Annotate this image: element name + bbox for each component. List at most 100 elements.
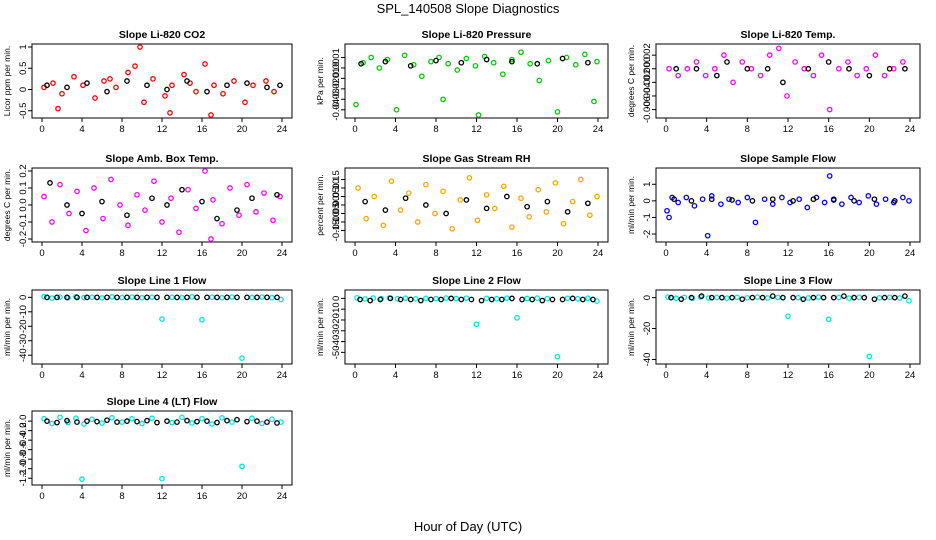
panel-slope-amb-box-temp-data-point	[236, 212, 242, 219]
panel-slope-li-820-co2-data-point	[244, 80, 250, 86]
panel-slope-amb-box-temp-data-point	[83, 227, 89, 234]
panel-slope-li-820-co2-data-point	[64, 84, 70, 91]
panel-slope-line-3-flow-x-tick-label: 20	[864, 370, 875, 381]
panel-slope-gas-stream-rh-data-point	[355, 185, 361, 191]
panel-slope-line-4-lt-flow-data-point	[244, 418, 250, 425]
panel-slope-line-2-flow-data-point	[377, 296, 384, 303]
panel-slope-amb-box-temp-x-tick-label: 4	[79, 248, 84, 259]
panel-slope-li-820-temp-data-point	[721, 52, 727, 59]
panel-slope-line-1-flow-data-point	[129, 294, 135, 300]
panel-slope-li-820-pressure-y-tick-label: -0.04	[331, 99, 342, 121]
panel-slope-li-820-temp-data-point	[854, 72, 860, 79]
panel-slope-sample-flow-data-point	[769, 201, 776, 208]
panel-slope-line-3-flow-x-tick-label: 4	[704, 370, 709, 381]
panel-slope-sample-flow-data-point	[671, 196, 677, 203]
panel-slope-line-3-flow-y-tick-label: -20	[642, 322, 653, 336]
panel-slope-gas-stream-rh-data-point	[491, 205, 498, 212]
panel-slope-li-820-pressure-data-point	[554, 109, 561, 115]
panel-slope-li-820-temp-y-tick-label: 0.002	[642, 43, 653, 67]
panel-slope-line-1-flow-y-tick-label: -20	[18, 319, 29, 333]
panel-slope-line-4-lt-flow-data-point	[159, 475, 165, 482]
panel-slope-line-4-lt-flow-data-point	[184, 417, 190, 424]
panel-slope-line-4-lt-flow-data-point	[134, 418, 140, 425]
panel-slope-amb-box-temp-data-point	[202, 168, 208, 174]
panel-slope-sample-flow-data-point	[688, 198, 695, 204]
panel-slope-li-820-pressure-data-point	[454, 67, 461, 73]
panel-slope-sample-flow-data-point	[906, 198, 912, 204]
panel-slope-li-820-temp-data-point	[673, 65, 680, 72]
panel-slope-sample-flow-data-point	[704, 232, 711, 239]
panel-slope-li-820-co2-data-point	[150, 76, 156, 82]
panel-slope-li-820-pressure-series-0	[353, 49, 600, 118]
panel-slope-line-3-flow-y-axis-label: ml/min per min.	[626, 298, 636, 356]
panel-slope-line-1-flow-data-point	[254, 294, 260, 301]
panel-slope-sample-flow-data-point	[683, 194, 690, 201]
panel-slope-amb-box-temp-data-point	[185, 186, 191, 193]
panel-slope-line-3-flow-data-point	[881, 294, 888, 301]
panel-slope-li-820-co2-data-point	[242, 99, 248, 106]
panel-slope-amb-box-temp-data-point	[49, 219, 55, 225]
panel-slope-line-1-flow-data-point	[54, 294, 60, 301]
panel-slope-line-3-flow-data-point	[774, 294, 781, 301]
panel-slope-gas-stream-rh-x-tick-label: 4	[393, 248, 398, 259]
panel-slope-li-820-pressure-x-tick-label: 20	[552, 124, 563, 135]
panel-slope-li-820-co2-data-point	[220, 90, 226, 97]
panel-slope-li-820-co2-x-tick-label: 24	[277, 124, 288, 135]
panel-slope-li-820-co2-y-tick-label: 0.5	[18, 62, 29, 75]
panel-slope-amb-box-temp-y-tick-label: 0.0	[18, 198, 29, 211]
panel-slope-gas-stream-rh-data-point	[483, 205, 490, 212]
panel-slope-line-2-flow: Slope Line 2 Flow 0 4 8 12 16 20 24 -50-40-30-20…	[315, 275, 609, 381]
panel-slope-amb-box-temp-data-point	[199, 198, 205, 205]
panel-slope-line-3-flow-y-tick-label: 0	[642, 295, 653, 300]
panel-slope-li-820-pressure-data-point	[358, 60, 364, 67]
panel-slope-line-1-flow-data-point	[164, 294, 170, 301]
panel-slope-amb-box-temp-y-tick-label: -0.1	[18, 214, 29, 230]
panel-slope-amb-box-temp-data-point	[108, 176, 114, 183]
panel-slope-line-4-lt-flow-y-tick-label: -0.4	[18, 432, 29, 448]
panel-slope-li-820-temp-data-point	[744, 65, 751, 72]
panel-slope-gas-stream-rh-y-tick-label: -0.05	[331, 203, 342, 225]
panel-slope-amb-box-temp-data-point	[47, 180, 53, 186]
panel-slope-line-2-flow-y-tick-label: -40	[331, 335, 342, 349]
panel-slope-line-3-flow-data-point	[846, 295, 852, 301]
panel-slope-li-820-pressure-data-point	[534, 60, 541, 67]
panel-slope-li-820-temp-data-point	[666, 65, 672, 72]
panel-slope-amb-box-temp-data-point	[117, 202, 123, 208]
panel-slope-li-820-temp-y-tick-label: -0.002	[642, 69, 653, 96]
panel-slope-line-3-flow-data-point	[705, 295, 712, 301]
panel-slope-amb-box-temp-data-point	[227, 185, 233, 191]
panel-slope-sample-flow-data-point	[708, 196, 715, 203]
panel-slope-amb-box-temp-x-tick-label: 8	[119, 248, 124, 259]
panel-slope-gas-stream-rh-title: Slope Gas Stream RH	[423, 153, 531, 165]
panel-slope-line-1-flow-title: Slope Line 1 Flow	[118, 275, 208, 287]
panel-slope-line-2-flow-x-tick-label: 4	[393, 370, 398, 381]
panel-slope-line-4-lt-flow-data-point	[269, 416, 275, 423]
panel-slope-sample-flow-x-tick-label: 16	[823, 248, 834, 259]
panel-slope-line-4-lt-flow-data-point	[234, 416, 240, 423]
panel-slope-li-820-co2-data-point	[141, 99, 147, 106]
panel-slope-line-4-lt-flow-data-point	[79, 476, 85, 482]
panel-slope-li-820-co2-data-point	[104, 88, 110, 95]
panel-slope-li-820-temp-data-point	[825, 59, 832, 65]
panel-slope-sample-flow: Slope Sample Flow 0 4 8 12 16 20 24 -2 -1 0 1 ml/min…	[626, 153, 921, 259]
panel-slope-amb-box-temp-data-point	[99, 198, 105, 205]
panel-slope-line-3-flow: Slope Line 3 Flow 0 4 8 12 16 20 24 -40 -20 0 ml/mi…	[626, 275, 921, 381]
panel-slope-line-1-flow-x-tick-label: 24	[277, 370, 288, 381]
panel-slope-line-3-flow-data-point	[820, 294, 827, 301]
panel-slope-line-3-flow-data-point	[906, 297, 912, 304]
panel-slope-line-2-flow-data-point	[514, 314, 520, 321]
panel-slope-line-3-flow-data-point	[876, 294, 883, 301]
panel-slope-line-2-flow-data-point	[509, 295, 515, 302]
panel-slope-line-2-flow-data-point	[590, 296, 596, 303]
panel-slope-line-1-flow-data-point	[274, 294, 280, 301]
panel-slope-gas-stream-rh-data-point	[388, 178, 395, 185]
panel-slope-li-820-pressure-data-point	[545, 57, 552, 64]
panel-slope-line-4-lt-flow-data-point	[89, 416, 95, 423]
panel-slope-line-4-lt-flow-data-point	[209, 421, 215, 427]
panel-slope-li-820-co2-data-point	[50, 80, 56, 86]
panel-slope-line-1-flow-data-point	[189, 294, 195, 300]
panel-slope-line-2-flow-data-point	[433, 295, 439, 302]
panel-slope-sample-flow-x-tick-label: 4	[704, 248, 709, 259]
panel-slope-li-820-co2-y-axis-label: Licor ppm per min.	[2, 46, 12, 116]
panel-slope-line-4-lt-flow-data-point	[214, 419, 220, 426]
